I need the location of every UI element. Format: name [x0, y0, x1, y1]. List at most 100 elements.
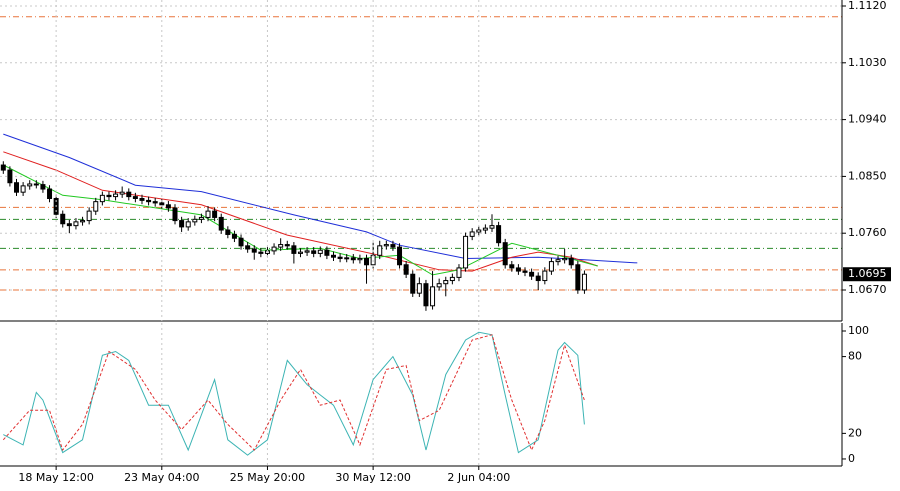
x-tick-label: 25 May 20:00: [230, 471, 305, 484]
candle-body: [132, 196, 138, 199]
candle-body: [324, 249, 330, 256]
candle-body: [159, 202, 165, 206]
candle-body: [238, 237, 244, 247]
candle-body: [231, 233, 237, 239]
candle-body: [225, 229, 231, 235]
candle-body: [20, 185, 26, 193]
candle-body: [548, 261, 554, 272]
candle-body: [515, 267, 521, 272]
candle-body: [40, 184, 46, 190]
candle-body: [330, 254, 336, 258]
candle-body: [337, 256, 343, 259]
candle-body: [509, 264, 515, 269]
candle-body: [410, 273, 416, 294]
candle-body: [60, 213, 66, 225]
candle-body: [245, 245, 251, 250]
candle-body: [0, 164, 6, 171]
y-tick-label: 20: [848, 426, 862, 439]
candle-body: [47, 188, 53, 199]
candle-body: [535, 275, 541, 282]
candle-body: [271, 246, 277, 252]
candle-body: [575, 264, 581, 291]
candle-body: [502, 242, 508, 266]
candle-body: [66, 223, 72, 227]
candle-body: [198, 216, 204, 220]
series-line: [2, 334, 585, 452]
candle-body: [212, 210, 218, 218]
candle-body: [258, 251, 264, 254]
candle-body: [482, 227, 488, 231]
candle-body: [218, 216, 224, 231]
candle-body: [86, 210, 92, 222]
candle-body: [291, 245, 297, 254]
candle-body: [377, 245, 383, 256]
candle-body: [529, 271, 535, 277]
candle-body: [179, 220, 185, 228]
candle-body: [152, 201, 158, 204]
candle-body: [463, 235, 469, 269]
candle-body: [555, 259, 561, 263]
candle-body: [126, 191, 132, 198]
candle-body: [297, 251, 303, 254]
candle-body: [7, 169, 13, 184]
candle-body: [119, 191, 125, 195]
y-tick-label: 1.0850: [848, 169, 887, 182]
candle-body: [449, 276, 455, 282]
candle-body: [192, 218, 198, 223]
candle-body: [344, 257, 350, 260]
y-tick-label: 1.1120: [848, 0, 887, 12]
y-tick-label: 0: [848, 452, 855, 465]
candle-body: [581, 273, 587, 291]
last-price-label: 1.0695: [848, 267, 887, 280]
candle-body: [496, 225, 502, 244]
candle-body: [113, 193, 119, 198]
candle-body: [205, 210, 211, 218]
candle-body: [436, 283, 442, 288]
y-tick-label: 1.0760: [848, 226, 887, 239]
x-tick-label: 2 Jun 04:00: [447, 471, 510, 484]
y-tick-label: 1.0670: [848, 283, 887, 296]
candle-body: [403, 264, 409, 275]
candle-body: [27, 183, 33, 187]
series-line: [3, 151, 598, 272]
last-price-box: [843, 267, 891, 282]
x-tick-label: 30 May 12:00: [335, 471, 410, 484]
candle-body: [93, 201, 99, 212]
candle-body: [14, 182, 20, 193]
candle-body: [33, 183, 39, 186]
candle-body: [284, 244, 290, 247]
candle-body: [80, 220, 86, 223]
candle-body: [489, 225, 495, 229]
candle-body: [562, 257, 568, 261]
candle-body: [317, 249, 323, 254]
candle-body: [278, 244, 284, 248]
candle-body: [390, 244, 396, 248]
candle-body: [383, 244, 389, 247]
y-tick-label: 1.1030: [848, 56, 887, 69]
candle-body: [542, 270, 548, 282]
candle-body: [73, 221, 79, 227]
x-tick-label: 23 May 04:00: [124, 471, 199, 484]
candle-body: [364, 257, 370, 266]
candle-body: [251, 248, 257, 253]
series-line: [3, 133, 638, 264]
candle-body: [568, 257, 574, 266]
candle-body: [416, 283, 422, 294]
candle-body: [522, 270, 528, 273]
candle-body: [165, 204, 171, 209]
y-tick-label: 100: [848, 324, 869, 337]
candle-body: [456, 267, 462, 278]
candle-body: [99, 194, 105, 203]
y-tick-label: 80: [848, 350, 862, 363]
candle-body: [146, 199, 152, 203]
candle-body: [357, 257, 363, 261]
candle-body: [397, 246, 403, 266]
candle-body: [172, 207, 178, 222]
candle-body: [350, 257, 356, 261]
candle-body: [139, 197, 145, 201]
candle-body: [443, 280, 449, 285]
candle-body: [304, 250, 310, 253]
candle-body: [469, 231, 475, 237]
series-line: [3, 331, 585, 456]
